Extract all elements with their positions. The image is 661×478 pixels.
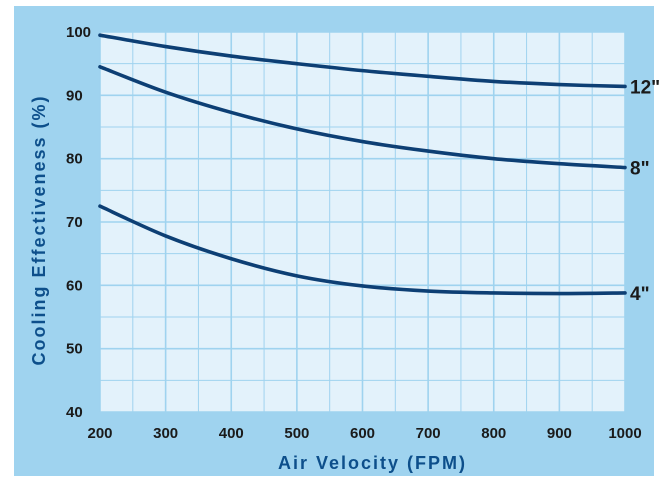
x-axis-title: Air Velocity (FPM)	[278, 453, 467, 473]
series-line-1	[98, 65, 627, 170]
x-axis-ticks: 200 300 400 500 600 700 800 900 1000	[87, 425, 641, 442]
x-tick-label: 400	[219, 425, 244, 442]
x-tick-label: 800	[481, 425, 506, 442]
y-axis-title: Cooling Effectiveness (%)	[29, 94, 49, 365]
series-line-2	[98, 204, 627, 296]
x-tick-label: 700	[416, 425, 441, 442]
y-tick-label: 70	[66, 214, 83, 231]
x-tick-label: 600	[350, 425, 375, 442]
x-tick-label: 300	[153, 425, 178, 442]
y-tick-label: 90	[66, 87, 83, 104]
y-axis-ticks: 40 50 60 70 80 90 100	[66, 24, 91, 421]
series-lines	[98, 33, 627, 296]
series-label-1: 8"	[630, 159, 650, 180]
x-tick-label: 500	[284, 425, 309, 442]
y-tick-label: 50	[66, 341, 83, 358]
y-tick-label: 80	[66, 151, 83, 168]
x-tick-label: 200	[87, 425, 112, 442]
y-tick-label: 40	[66, 404, 83, 421]
x-tick-label: 900	[547, 425, 572, 442]
gridlines	[99, 31, 626, 413]
series-line-0	[98, 33, 627, 89]
series-labels: 12" 8" 4"	[630, 77, 660, 304]
series-label-0: 12"	[630, 77, 660, 98]
series-label-2: 4"	[630, 284, 650, 305]
y-tick-label: 100	[66, 24, 91, 41]
x-tick-label: 1000	[608, 425, 641, 442]
y-tick-label: 60	[66, 277, 83, 294]
